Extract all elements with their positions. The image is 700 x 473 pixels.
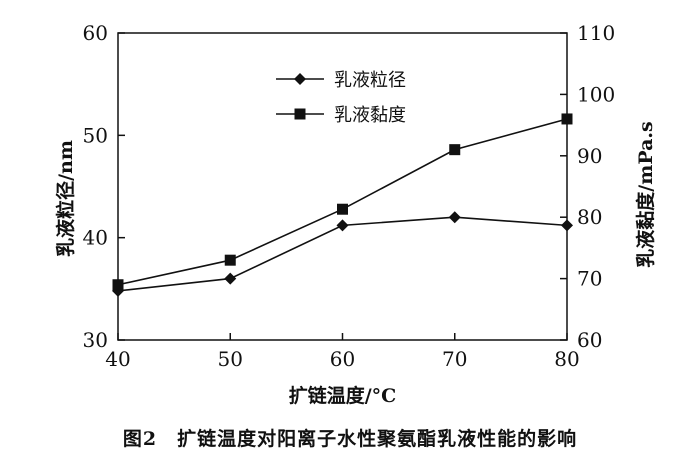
y-right-tick-label: 110 xyxy=(577,21,615,45)
data-point-square xyxy=(112,279,124,291)
legend-label: 乳液黏度 xyxy=(334,105,406,126)
y-left-tick-label: 40 xyxy=(83,226,108,250)
legend-item: 乳液黏度 xyxy=(276,105,406,126)
x-tick-label: 40 xyxy=(105,347,130,371)
figure-caption: 图2 扩链温度对阳离子水性聚氨酯乳液性能的影响 xyxy=(122,428,578,450)
y-left-tick-label: 30 xyxy=(83,328,108,352)
y-right-axis-title: 乳液黏度/mPa.s xyxy=(634,121,657,267)
y-right-tick-label: 90 xyxy=(577,144,602,168)
series-layer xyxy=(112,113,573,297)
data-point-square xyxy=(337,203,348,215)
legend-label: 乳液粒径 xyxy=(334,70,406,91)
series-diamond xyxy=(112,211,573,297)
y-left-tick-label: 60 xyxy=(83,21,108,45)
x-tick-label: 50 xyxy=(218,347,243,371)
data-point-square xyxy=(449,144,461,156)
legend-marker-square xyxy=(294,108,306,120)
y-left-axis-title: 乳液粒径/nm xyxy=(54,140,77,257)
data-point-diamond xyxy=(336,219,349,232)
y-left-tick-label: 50 xyxy=(83,123,108,147)
y-right-tick-label: 60 xyxy=(577,328,602,352)
x-axis-title: 扩链温度/°C xyxy=(289,384,397,407)
data-point-square xyxy=(561,113,573,125)
y-right-tick-label: 80 xyxy=(577,205,602,229)
legend-item: 乳液粒径 xyxy=(276,70,406,91)
x-tick-label: 60 xyxy=(330,347,355,371)
data-point-square xyxy=(224,254,236,266)
data-point-diamond xyxy=(561,219,573,232)
data-point-diamond xyxy=(224,272,237,285)
series-line-square xyxy=(117,118,568,286)
series-square xyxy=(112,113,573,291)
y-right-tick-label: 100 xyxy=(577,82,615,106)
y-right-tick-label: 70 xyxy=(577,267,602,291)
x-tick-label: 80 xyxy=(554,347,579,371)
legend-marker-diamond xyxy=(294,73,306,85)
data-point-diamond xyxy=(448,211,461,224)
x-tick-label: 70 xyxy=(442,347,467,371)
axes: 40 50 60 70 803040506060708090100110扩链温度/°C乳… xyxy=(54,21,657,407)
